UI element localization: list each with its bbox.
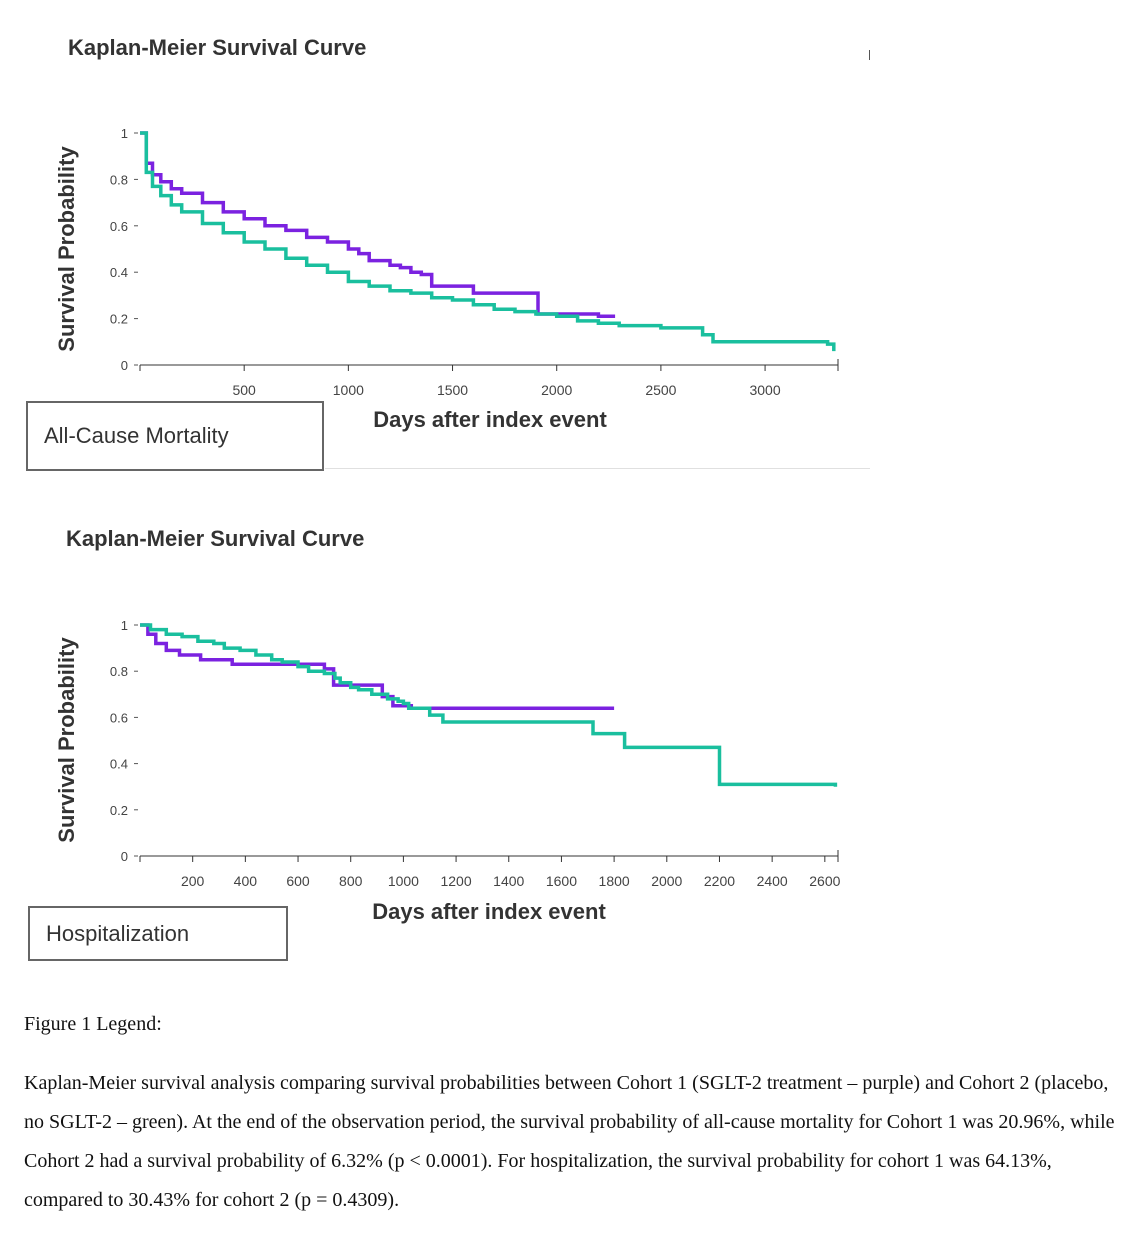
- y-axis-title: Survival Probability: [54, 146, 79, 352]
- x-tick-label: 1500: [437, 382, 468, 398]
- x-tick-label: 400: [234, 873, 258, 889]
- y-axis-title: Survival Probability: [54, 637, 79, 843]
- x-tick-label: 1000: [388, 873, 419, 889]
- y-tick-label: 0: [121, 849, 128, 864]
- y-tick-label: 1: [121, 126, 128, 141]
- x-tick-label: 2500: [645, 382, 676, 398]
- x-tick-label: 3000: [749, 382, 780, 398]
- y-tick-label: 0: [121, 358, 128, 373]
- x-axis-title: Days after index event: [372, 899, 606, 924]
- x-tick-label: 2200: [704, 873, 735, 889]
- legend-body: Kaplan-Meier survival analysis comparing…: [24, 1072, 1115, 1211]
- x-tick-label: 2600: [809, 873, 840, 889]
- series-layer: [140, 131, 836, 352]
- y-tick-label: 0.4: [110, 757, 128, 772]
- mortality-panel-label: All-Cause Mortality: [26, 401, 324, 471]
- hospitalization-chart: Kaplan-Meier Survival Curve Survival Pro…: [54, 526, 841, 924]
- x-tick-label: 1600: [546, 873, 577, 889]
- x-tick-label: 1200: [440, 873, 471, 889]
- series-line-cohort-1: [140, 623, 615, 710]
- series-line-cohort-2: [140, 623, 838, 787]
- x-tick-label: 2000: [651, 873, 682, 889]
- mortality-chart: Kaplan-Meier Survival Curve Survival Pro…: [54, 35, 839, 432]
- x-tick-label: 200: [181, 873, 205, 889]
- hospitalization-panel-label: Hospitalization: [28, 906, 288, 961]
- y-tick-label: 0.8: [110, 664, 128, 679]
- x-tick-label: 1400: [493, 873, 524, 889]
- x-tick-label: 800: [339, 873, 363, 889]
- axes: 500 1000 1500 2000 2500 3000 0 0.2 0.4 0.6 0.8 1: [110, 126, 839, 398]
- y-tick-label: 0.2: [110, 803, 128, 818]
- x-tick-label: 600: [286, 873, 310, 889]
- series-line-cohort-1: [140, 131, 616, 319]
- x-tick-label: 500: [232, 382, 256, 398]
- stray-tick-mark: [869, 50, 870, 60]
- x-axis-title: Days after index event: [373, 407, 607, 432]
- x-tick-label: 1000: [333, 382, 364, 398]
- figure-legend: Figure 1 Legend: Kaplan-Meier survival a…: [24, 1008, 1124, 1220]
- axes: 200 400 600 800 1000 1200 1400 1600 1800 2000 2200…: [110, 618, 841, 889]
- x-tick-label: 2000: [541, 382, 572, 398]
- y-tick-label: 0.2: [110, 312, 128, 327]
- chart-title: Kaplan-Meier Survival Curve: [68, 35, 366, 60]
- y-tick-label: 0.6: [110, 710, 128, 725]
- chart-title: Kaplan-Meier Survival Curve: [66, 526, 364, 551]
- y-tick-label: 0.8: [110, 172, 128, 187]
- x-tick-label: 1800: [599, 873, 630, 889]
- y-tick-label: 0.4: [110, 265, 128, 280]
- divider-line: [325, 468, 870, 469]
- y-tick-label: 1: [121, 618, 128, 633]
- series-line-cohort-2: [140, 131, 836, 352]
- series-layer: [140, 623, 838, 787]
- legend-heading: Figure 1 Legend:: [24, 1013, 162, 1035]
- x-tick-label: 2400: [757, 873, 788, 889]
- y-tick-label: 0.6: [110, 219, 128, 234]
